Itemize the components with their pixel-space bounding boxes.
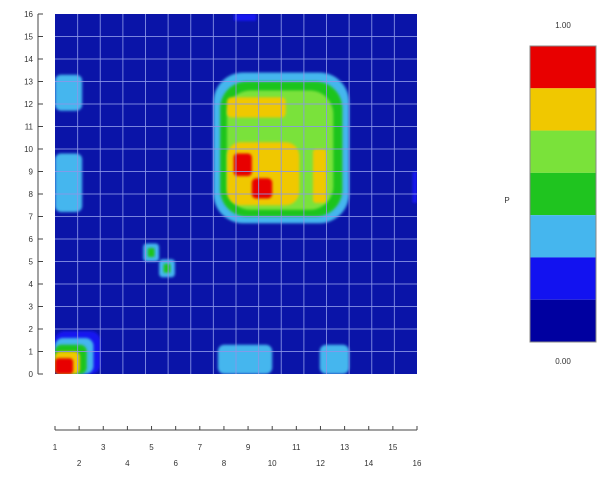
y-tick-label: 6 — [29, 235, 34, 244]
contour-region-6 — [233, 153, 252, 176]
x-tick-label: 8 — [222, 459, 227, 468]
y-tick-label: 8 — [29, 190, 34, 199]
y-tick-label: 2 — [29, 325, 34, 334]
legend-swatches — [529, 45, 597, 343]
legend-swatch-0 — [530, 46, 596, 89]
plot-area — [55, 14, 417, 374]
legend-swatch-5 — [530, 257, 596, 300]
y-tick-label: 10 — [24, 145, 33, 154]
x-tick-label: 5 — [149, 443, 154, 452]
y-tick-label: 3 — [29, 303, 34, 312]
contour-region-22 — [55, 358, 74, 374]
x-tick-label: 13 — [340, 443, 349, 452]
legend-side-label: P — [504, 196, 509, 205]
y-tick-label: 12 — [24, 100, 33, 109]
contour-region-10 — [412, 171, 417, 203]
x-axis: 1 3 5 7 9 11 13 152 4 6 8 10 12 14 16 — [53, 426, 422, 468]
x-tick-label: 14 — [364, 459, 373, 468]
x-tick-label: 1 — [53, 443, 58, 452]
x-tick-label: 9 — [246, 443, 251, 452]
contour-region-15 — [217, 344, 273, 374]
x-tick-label: 12 — [316, 459, 325, 468]
color-legend: 1.00 0.00 P — [504, 21, 597, 366]
x-tick-label: 10 — [268, 459, 277, 468]
grid-lines — [55, 14, 417, 374]
contour-region-16 — [319, 344, 350, 374]
contour-region-8 — [55, 74, 83, 111]
legend-swatch-1 — [530, 88, 596, 131]
legend-max-label: 1.00 — [555, 21, 571, 30]
y-tick-label: 9 — [29, 168, 34, 177]
y-tick-label: 14 — [24, 55, 33, 64]
legend-swatch-4 — [530, 215, 596, 258]
y-tick-label: 1 — [29, 348, 34, 357]
legend-border — [529, 45, 597, 343]
contour-region-14 — [163, 263, 171, 273]
x-tick-label: 15 — [388, 443, 397, 452]
y-tick-label: 16 — [24, 10, 33, 19]
x-tick-label: 11 — [292, 443, 301, 452]
y-tick-label: 5 — [29, 258, 34, 267]
contour-region-5 — [226, 97, 286, 118]
contour-region-9 — [55, 153, 83, 212]
y-tick-label: 0 — [29, 370, 34, 379]
y-tick-label: 7 — [29, 213, 34, 222]
x-tick-label: 4 — [125, 459, 130, 468]
y-tick-label: 13 — [24, 78, 33, 87]
x-tick-label: 6 — [173, 459, 178, 468]
y-tick-label: 11 — [25, 123, 34, 132]
contour-region-13 — [147, 248, 155, 257]
legend-min-label: 0.00 — [555, 357, 571, 366]
legend-swatch-2 — [530, 130, 596, 173]
y-tick-label: 15 — [24, 33, 33, 42]
legend-swatch-6 — [530, 299, 596, 342]
contour-region-7 — [251, 178, 273, 199]
x-tick-label: 7 — [198, 443, 203, 452]
contour-region-4 — [312, 149, 327, 203]
x-tick-label: 3 — [101, 443, 106, 452]
legend-swatch-3 — [530, 172, 596, 216]
y-tick-label: 4 — [29, 280, 34, 289]
contour-region-17 — [233, 14, 257, 21]
x-tick-label: 2 — [77, 459, 82, 468]
x-tick-label: 16 — [413, 459, 422, 468]
